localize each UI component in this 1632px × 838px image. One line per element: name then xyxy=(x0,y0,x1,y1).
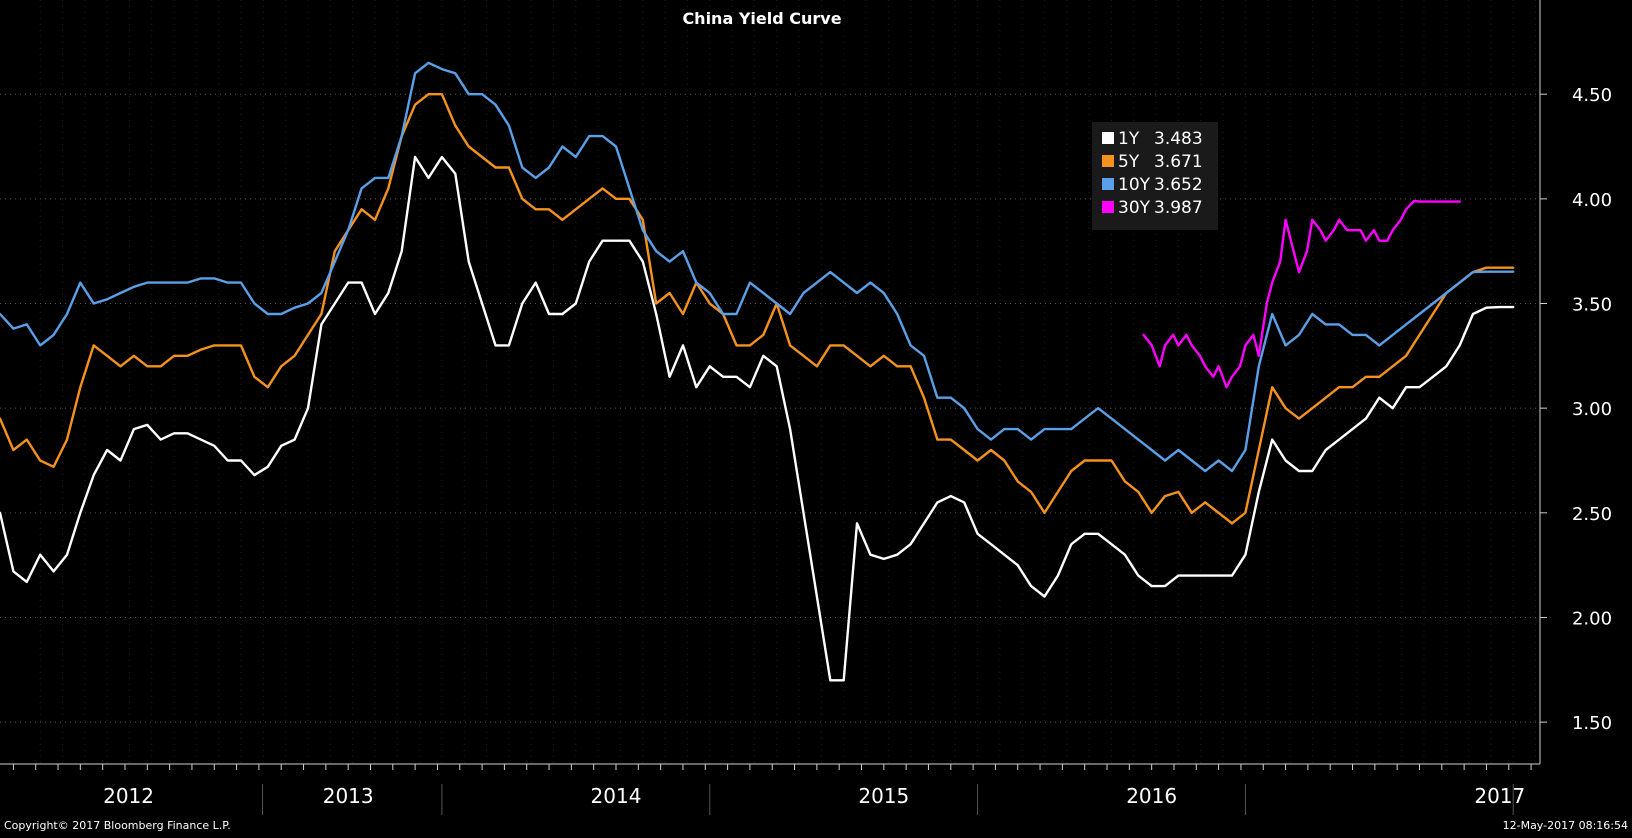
y-tick-label: 3.00 xyxy=(1572,399,1612,420)
footer-timestamp: 12-May-2017 08:16:54 xyxy=(1503,819,1628,832)
axis-layer: 1.50 2.00 2.50 3.00 3.50 4.00 4.50 2012 2013 2014… xyxy=(0,0,1612,815)
legend-label-10y: 10Y xyxy=(1118,175,1151,195)
chart-title: China Yield Curve xyxy=(682,9,841,28)
legend-label-5y: 5Y xyxy=(1118,152,1140,172)
y-tick-label: 4.00 xyxy=(1572,190,1612,211)
series-layer xyxy=(0,61,1515,682)
x-tick-label: 2014 xyxy=(591,784,642,808)
legend-swatch-1y xyxy=(1102,132,1114,144)
legend-swatch-30y xyxy=(1102,201,1114,213)
y-tick-label: 1.50 xyxy=(1572,713,1612,734)
y-tick-label: 4.50 xyxy=(1572,85,1612,106)
legend-value-1y: 3.483 xyxy=(1154,129,1203,149)
series-line-10y xyxy=(0,61,1515,473)
x-tick-label: 2016 xyxy=(1126,784,1177,808)
y-tick-label: 3.50 xyxy=(1572,295,1612,316)
legend-value-10y: 3.652 xyxy=(1154,175,1203,195)
x-tick-label: 2013 xyxy=(323,784,374,808)
x-tick-label: 2012 xyxy=(103,784,154,808)
x-tick-label: 2015 xyxy=(858,784,909,808)
legend-swatch-5y xyxy=(1102,155,1114,167)
series-line-30y xyxy=(1142,199,1461,389)
footer-copyright: Copyright© 2017 Bloomberg Finance L.P. xyxy=(4,819,231,832)
y-tick-label: 2.50 xyxy=(1572,504,1612,525)
legend-value-5y: 3.671 xyxy=(1154,152,1203,172)
grid-layer xyxy=(0,0,1540,764)
y-tick-label: 2.00 xyxy=(1572,608,1612,629)
legend-label-30y: 30Y xyxy=(1118,198,1151,218)
series-line-5y xyxy=(0,93,1515,525)
x-tick-label: 2017 xyxy=(1474,784,1525,808)
legend-value-30y: 3.987 xyxy=(1154,198,1203,218)
legend-label-1y: 1Y xyxy=(1118,129,1140,149)
legend-swatch-10y xyxy=(1102,178,1114,190)
series-line-1y xyxy=(0,155,1515,682)
